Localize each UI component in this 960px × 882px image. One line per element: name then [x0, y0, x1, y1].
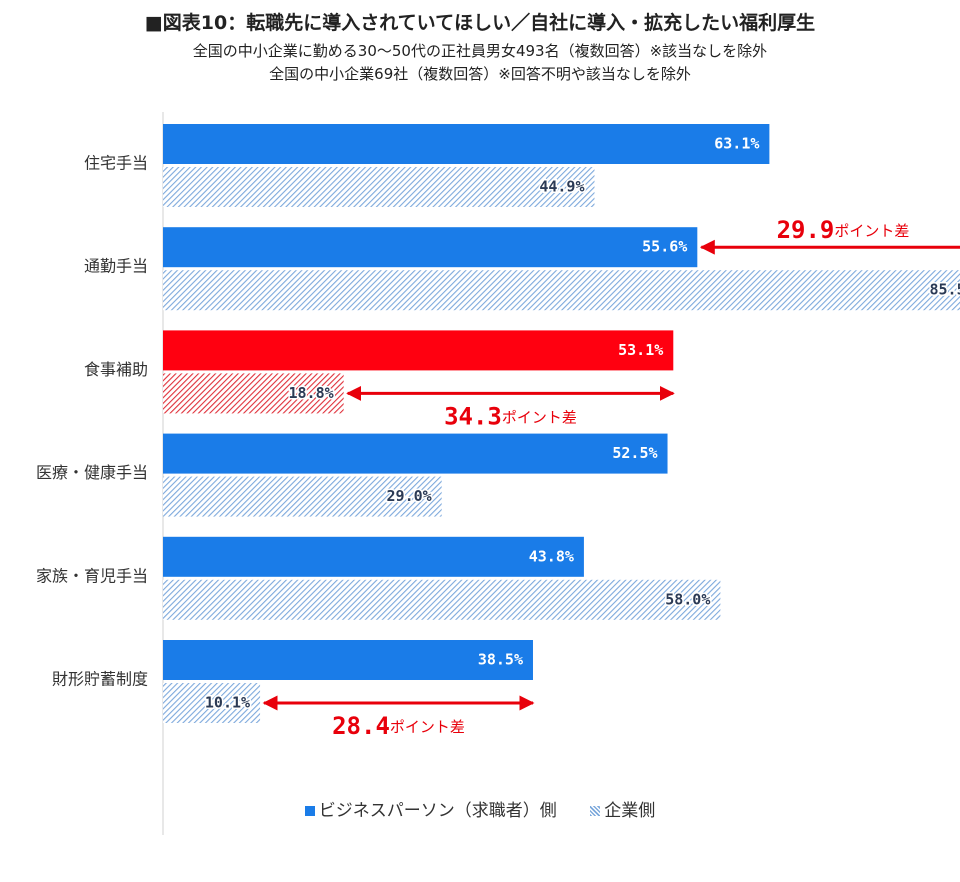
chart-subtitle-1: 全国の中小企業に勤める30～50代の正社員男女493名（複数回答）※該当なしを除…	[192, 42, 768, 60]
category-label-cat4: 医療・健康手当	[36, 463, 148, 482]
difference-label-cat6: 28.4ポイント差	[332, 712, 465, 740]
category-label-cat5: 家族・育児手当	[36, 566, 148, 585]
legend-swatch-company	[590, 806, 601, 816]
value-label-business-cat3: 53.1%	[618, 341, 663, 359]
difference-label-cat2: 29.9ポイント差	[777, 216, 910, 244]
value-label-company-cat5: 58.0%	[665, 590, 710, 608]
legend-swatch-business	[304, 806, 315, 816]
category-label-cat2: 通勤手当	[84, 257, 148, 276]
value-label-business-cat4: 52.5%	[612, 444, 657, 462]
chart-subtitle-2: 全国の中小企業69社（複数回答）※回答不明や該当なしを除外	[269, 65, 691, 83]
bar-business-cat4	[163, 433, 668, 474]
bar-business-cat2	[163, 227, 698, 268]
difference-label-cat3: 34.3ポイント差	[444, 402, 577, 430]
legend-label-business: ビジネスパーソン（求職者）側	[318, 801, 557, 821]
bar-company-cat6	[163, 683, 261, 723]
value-label-business-cat5: 43.8%	[529, 547, 574, 565]
chart-title: ■図表10：転職先に導入されていてほしい／自社に導入・拡充したい福利厚生	[144, 12, 816, 34]
category-label-cat6: 財形貯蓄制度	[52, 670, 148, 689]
bar-company-cat2	[163, 270, 960, 311]
legend-label-company: 企業側	[604, 801, 656, 821]
bar-business-cat3	[163, 330, 674, 371]
bar-business-cat6	[163, 640, 533, 680]
bar-company-cat3	[163, 373, 344, 414]
plot-area: 住宅手当 63.1% 44.9% 通勤手当 55.6% 85.5% 食事補助 53.1% 18.…	[36, 124, 960, 740]
value-label-company-cat3: 18.8%	[289, 384, 334, 402]
value-label-business-cat2: 55.6%	[642, 238, 687, 256]
category-label-cat1: 住宅手当	[84, 154, 148, 173]
value-label-company-cat6: 10.1%	[205, 694, 250, 712]
legend-item-business: ビジネスパーソン（求職者）側	[304, 796, 557, 821]
legend-item-company: 企業側	[590, 796, 655, 821]
legend: ビジネスパーソン（求職者）側 企業側	[0, 796, 960, 821]
value-label-business-cat6: 38.5%	[478, 651, 523, 669]
value-label-company-cat1: 44.9%	[539, 178, 584, 196]
bar-business-cat1	[163, 124, 770, 164]
bar-company-cat1	[163, 167, 595, 207]
bar-company-cat4	[163, 476, 442, 517]
category-label-cat3: 食事補助	[84, 360, 148, 379]
value-label-business-cat1: 63.1%	[714, 135, 759, 153]
bar-business-cat5	[163, 536, 584, 577]
value-label-company-cat4: 29.0%	[387, 487, 432, 505]
value-label-company-cat2: 85.5%	[929, 281, 960, 299]
bar-company-cat5	[163, 579, 721, 620]
